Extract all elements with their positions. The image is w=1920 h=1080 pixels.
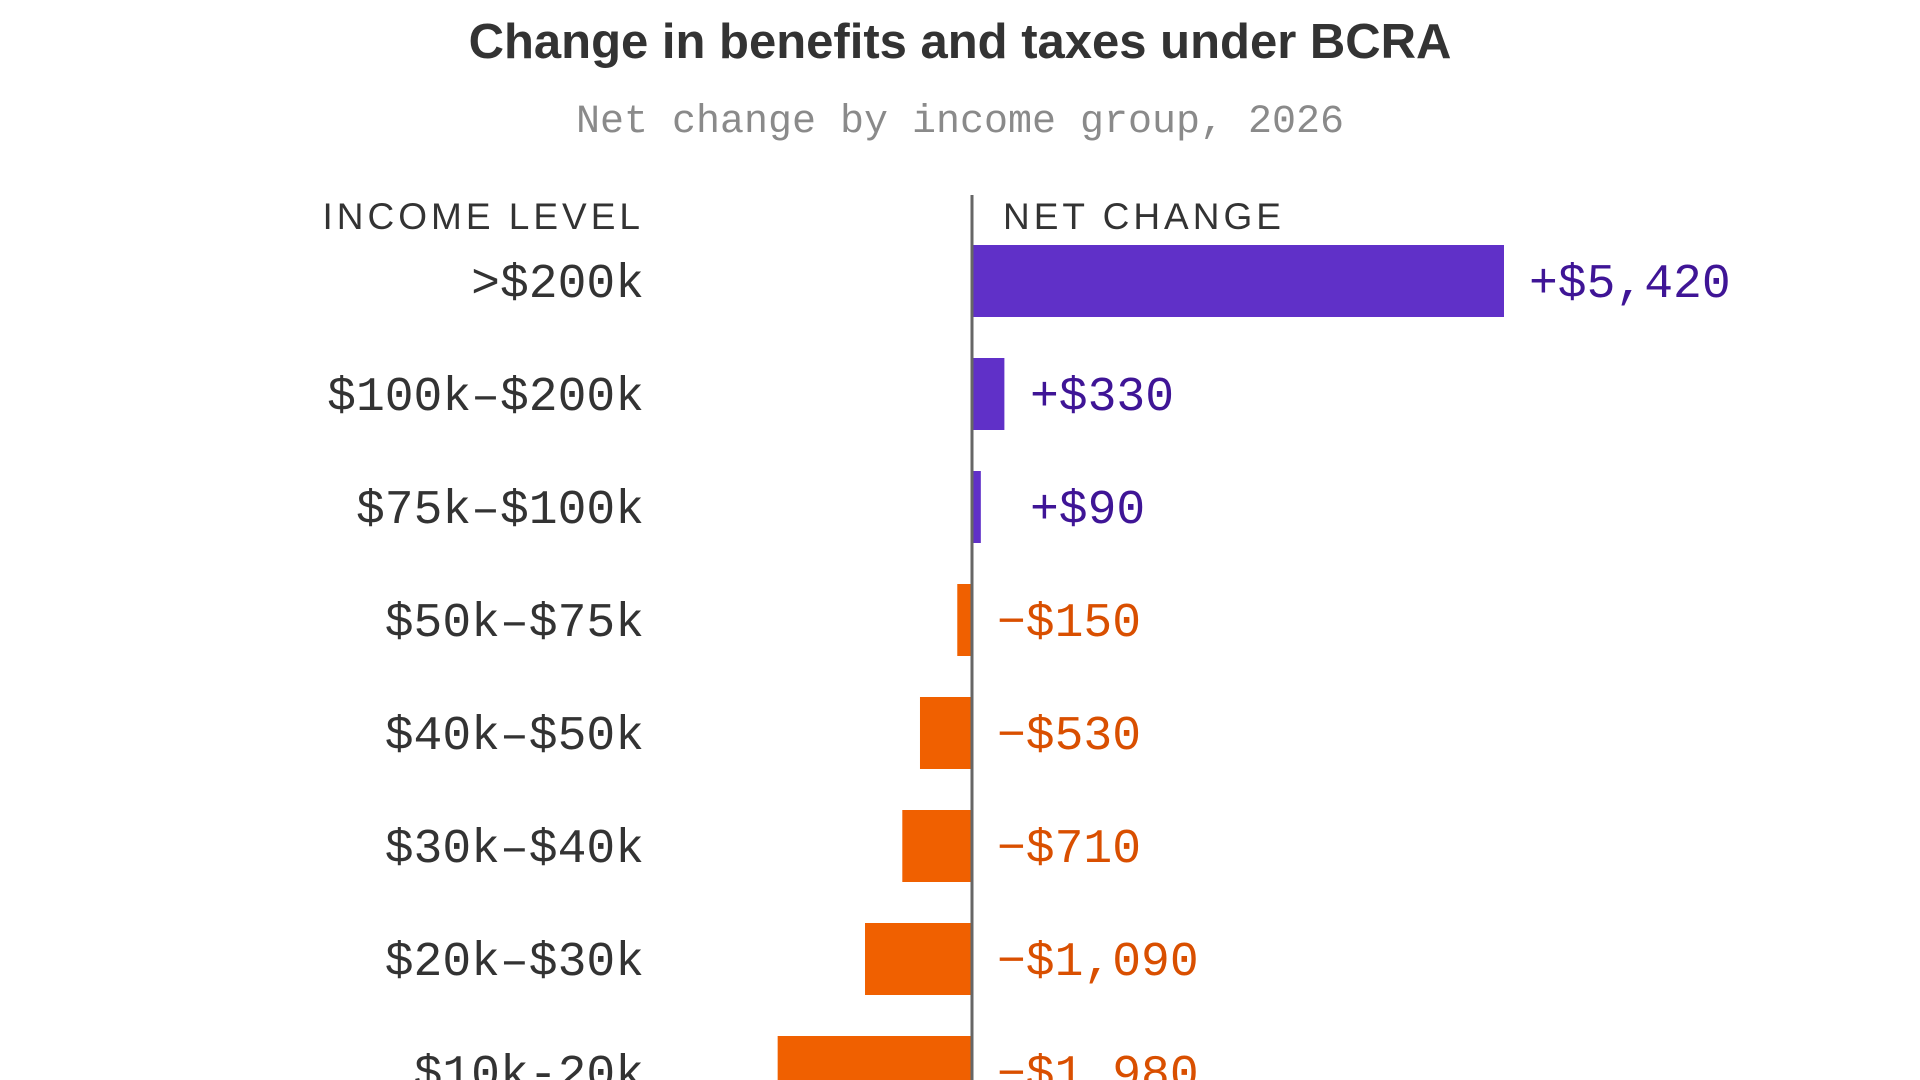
bar <box>972 471 981 543</box>
bar <box>957 584 972 656</box>
value-label: −$1,980 <box>997 1049 1199 1080</box>
bars-layer: >$200k +$5,420 $100k–$200k +$330 $75k–$100k +… <box>327 245 1731 1080</box>
category-label: $30k–$40k <box>385 823 644 877</box>
category-label: $100k–$200k <box>327 371 644 425</box>
chart-title: Change in benefits and taxes under BCRA <box>468 15 1452 69</box>
category-label: $20k–$30k <box>385 936 644 990</box>
value-label: −$710 <box>997 823 1141 877</box>
bar <box>972 245 1504 317</box>
bar <box>972 358 1005 430</box>
value-label: +$90 <box>1030 484 1145 538</box>
bar <box>777 1036 972 1080</box>
value-label: −$530 <box>997 710 1141 764</box>
net-change-header: NET CHANGE <box>1003 196 1285 237</box>
value-label: −$1,090 <box>997 936 1199 990</box>
value-label: +$330 <box>1030 371 1174 425</box>
category-label: $10k-20k <box>414 1049 644 1080</box>
category-label: >$200k <box>471 258 644 312</box>
category-label: $75k–$100k <box>356 484 644 538</box>
chart-subtitle: Net change by income group, 2026 <box>575 100 1345 145</box>
category-label: $50k–$75k <box>385 597 644 651</box>
bar <box>902 810 972 882</box>
category-label: $40k–$50k <box>385 710 644 764</box>
bar <box>919 697 972 769</box>
value-label: −$150 <box>997 597 1141 651</box>
income-level-header: INCOME LEVEL <box>323 196 644 237</box>
value-label: +$5,420 <box>1529 258 1731 312</box>
bar <box>865 923 972 995</box>
